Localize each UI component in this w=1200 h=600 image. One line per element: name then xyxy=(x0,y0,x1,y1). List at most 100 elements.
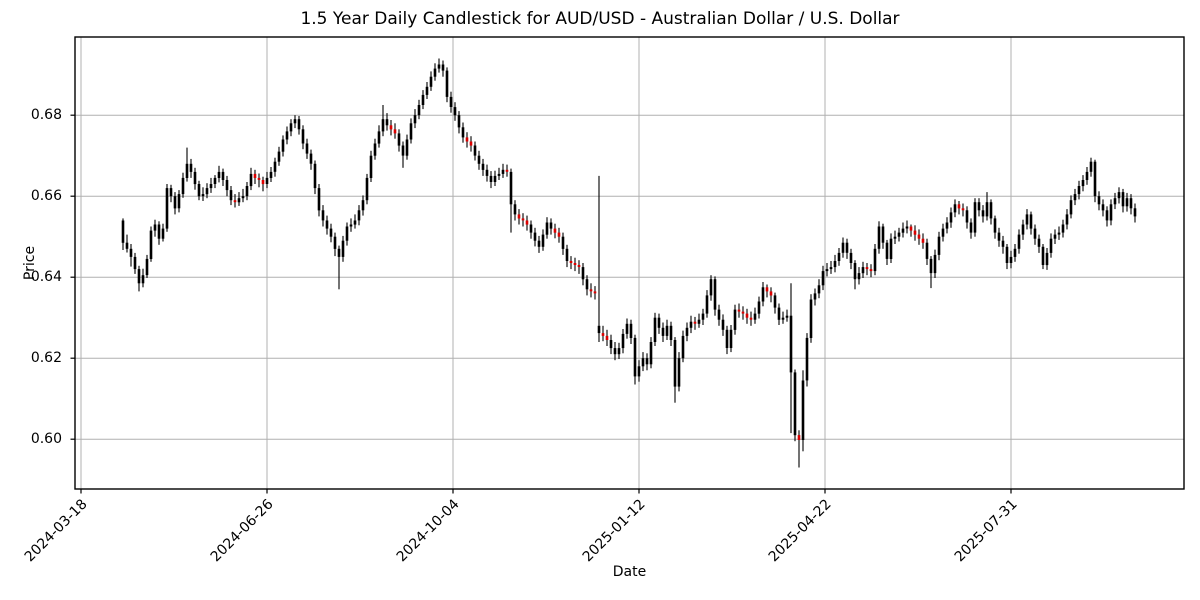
candle xyxy=(721,314,725,336)
candle xyxy=(529,220,533,239)
candle xyxy=(569,256,573,270)
candle xyxy=(201,187,205,201)
candle xyxy=(505,164,509,177)
candle xyxy=(821,265,825,291)
candle xyxy=(521,213,525,227)
candle xyxy=(401,141,405,168)
candle xyxy=(433,63,437,81)
candle xyxy=(641,352,645,372)
candle xyxy=(965,206,969,229)
candle xyxy=(661,322,665,342)
candle xyxy=(781,311,785,324)
candle xyxy=(729,325,733,353)
candle xyxy=(329,223,333,243)
candle xyxy=(237,192,241,206)
candle xyxy=(1077,180,1081,200)
candle xyxy=(601,325,605,342)
candle xyxy=(417,99,421,120)
candle xyxy=(897,227,901,242)
candle xyxy=(497,167,501,180)
candle xyxy=(1081,175,1085,192)
candle xyxy=(773,292,777,314)
candle xyxy=(861,261,865,278)
candle xyxy=(1061,219,1065,238)
candle xyxy=(789,283,793,434)
candle xyxy=(725,325,729,355)
candle xyxy=(449,91,453,113)
candle xyxy=(1101,199,1105,217)
candle xyxy=(221,168,225,186)
candle xyxy=(121,218,125,250)
candle xyxy=(997,227,1001,247)
candle xyxy=(225,175,229,197)
chart-title: 1.5 Year Daily Candlestick for AUD/USD -… xyxy=(300,9,900,29)
candle xyxy=(145,254,149,278)
candle xyxy=(797,430,801,468)
candle xyxy=(453,102,457,121)
candle xyxy=(429,71,433,91)
candle xyxy=(869,264,873,278)
candle xyxy=(777,303,781,325)
candle xyxy=(765,284,769,298)
candle xyxy=(877,221,881,254)
candle xyxy=(1105,206,1109,227)
candle xyxy=(573,257,577,272)
candle xyxy=(213,175,217,189)
y-tick-label: 0.62 xyxy=(30,350,62,367)
candle xyxy=(537,235,541,253)
candle xyxy=(305,138,309,159)
candle xyxy=(501,163,505,178)
candle xyxy=(893,230,897,244)
candle xyxy=(709,275,713,301)
candle xyxy=(493,170,497,186)
candle xyxy=(381,105,385,137)
candle xyxy=(633,334,637,385)
candle xyxy=(525,215,529,231)
candle xyxy=(625,318,629,339)
candle xyxy=(1117,187,1121,204)
candle xyxy=(689,315,693,334)
candle xyxy=(1133,203,1137,223)
candle xyxy=(301,125,305,150)
candle xyxy=(945,217,949,234)
candle xyxy=(297,116,301,135)
candle xyxy=(653,312,657,346)
candle xyxy=(333,232,337,257)
candle xyxy=(841,237,845,258)
candle xyxy=(1041,244,1045,270)
candle xyxy=(229,186,233,206)
candle xyxy=(1085,167,1089,185)
candle xyxy=(677,352,681,392)
candle xyxy=(1037,234,1041,253)
candle xyxy=(129,244,133,267)
candle xyxy=(593,286,597,300)
candle xyxy=(161,223,165,242)
tick-marks xyxy=(70,114,1012,494)
candle xyxy=(233,194,237,208)
candle xyxy=(977,198,981,217)
candle xyxy=(1121,188,1125,213)
candle xyxy=(361,195,365,216)
candle xyxy=(829,261,833,274)
candle xyxy=(377,125,381,148)
candle xyxy=(277,146,281,166)
candle xyxy=(993,215,997,239)
candle xyxy=(805,333,809,387)
candle xyxy=(845,238,849,259)
candle xyxy=(749,311,753,326)
candle xyxy=(1013,244,1017,262)
candle xyxy=(1053,229,1057,244)
candle xyxy=(189,158,193,178)
candles xyxy=(121,58,1137,468)
candle xyxy=(705,290,709,318)
candle xyxy=(597,175,601,342)
candle xyxy=(313,160,317,195)
candle xyxy=(1069,195,1073,219)
candle xyxy=(917,229,921,245)
candle xyxy=(873,244,877,276)
candle xyxy=(933,249,937,278)
x-axis-label: Date xyxy=(612,564,647,580)
candle xyxy=(865,263,869,276)
candle xyxy=(1109,199,1113,226)
